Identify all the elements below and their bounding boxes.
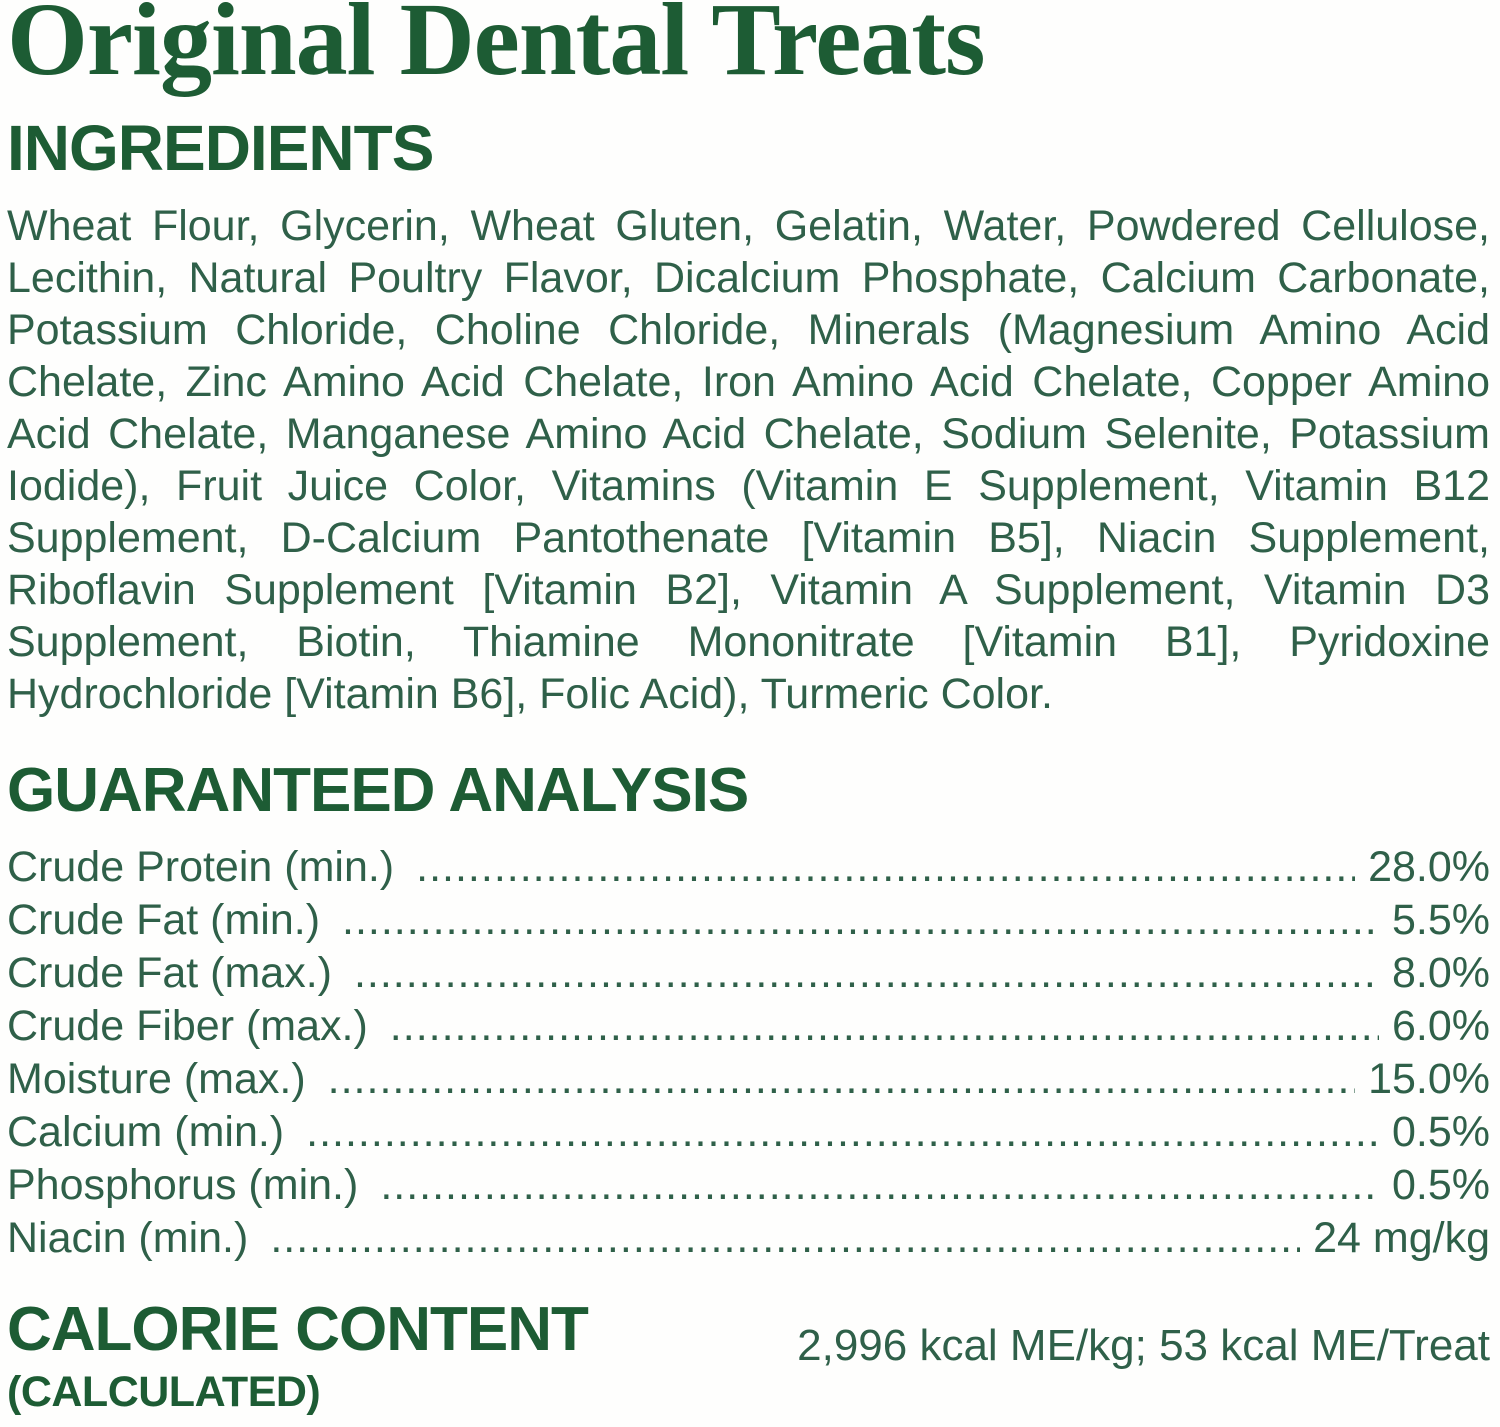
ingredients-line: Supplement, Biotin, Thiamine Mononitrate…: [7, 618, 1490, 666]
dot-leader: [306, 1106, 1379, 1159]
analysis-value: 6.0%: [1391, 1002, 1490, 1050]
analysis-label: Crude Fat (min.): [7, 896, 321, 944]
ingredients-line: Chelate, Zinc Amino Acid Chelate, Iron A…: [7, 358, 1490, 406]
guaranteed-analysis-table: Crude Protein (min.) 28.0% Crude Fat (mi…: [7, 841, 1490, 1265]
analysis-row: Crude Fat (min.) 5.5%: [7, 894, 1490, 947]
product-title: Original Dental Treats: [7, 0, 986, 97]
dot-leader: [354, 947, 1379, 1000]
dot-leader: [270, 1212, 1300, 1265]
calorie-heading-block: CALORIE CONTENT (CALCULATED): [7, 1295, 589, 1417]
ingredients-line: Supplement, D-Calcium Pantothenate [Vita…: [7, 514, 1490, 562]
ingredients-line: Riboflavin Supplement [Vitamin B2], Vita…: [7, 566, 1490, 614]
analysis-value: 28.0%: [1368, 843, 1490, 891]
analysis-value: 8.0%: [1391, 949, 1490, 997]
analysis-label: Crude Fiber (max.): [7, 1002, 368, 1050]
analysis-row: Phosphorus (min.) 0.5%: [7, 1159, 1490, 1212]
analysis-label: Moisture (max.): [7, 1055, 306, 1103]
dot-leader: [380, 1159, 1379, 1212]
analysis-label: Calcium (min.): [7, 1108, 285, 1156]
analysis-row: Calcium (min.) 0.5%: [7, 1106, 1490, 1159]
analysis-value: 0.5%: [1391, 1161, 1490, 1209]
ingredients-line: Lecithin, Natural Poultry Flavor, Dicalc…: [7, 254, 1490, 302]
ingredients-section: INGREDIENTS Wheat Flour, Glycerin, Wheat…: [7, 116, 1490, 720]
ingredients-heading: INGREDIENTS: [7, 112, 434, 184]
calorie-calculated-subheading: (CALCULATED): [7, 1368, 321, 1416]
analysis-label: Niacin (min.): [7, 1214, 249, 1262]
analysis-row: Crude Fiber (max.) 6.0%: [7, 1000, 1490, 1053]
guaranteed-analysis-section: GUARANTEED ANALYSIS Crude Protein (min.)…: [7, 760, 1490, 1265]
ingredients-line: Potassium Chloride, Choline Chloride, Mi…: [7, 306, 1490, 354]
calorie-content-value: 2,996 kcal ME/kg; 53 kcal ME/Treat: [797, 1321, 1490, 1370]
ingredients-line: Wheat Flour, Glycerin, Wheat Gluten, Gel…: [7, 202, 1490, 250]
analysis-label: Crude Fat (max.): [7, 949, 332, 997]
ingredients-line: Iodide), Fruit Juice Color, Vitamins (Vi…: [7, 462, 1490, 510]
analysis-value: 24 mg/kg: [1313, 1214, 1490, 1262]
analysis-label: Crude Protein (min.): [7, 843, 395, 891]
analysis-row: Crude Fat (max.) 8.0%: [7, 947, 1490, 1000]
analysis-value: 0.5%: [1391, 1108, 1490, 1156]
analysis-value: 5.5%: [1391, 896, 1490, 944]
analysis-row: Niacin (min.) 24 mg/kg: [7, 1212, 1490, 1265]
calorie-content-section: CALORIE CONTENT (CALCULATED) 2,996 kcal …: [7, 1299, 1490, 1417]
ingredients-text: Wheat Flour, Glycerin, Wheat Gluten, Gel…: [7, 200, 1490, 720]
dot-leader: [328, 1053, 1355, 1106]
dot-leader: [416, 841, 1355, 894]
ingredients-line: Hydrochloride [Vitamin B6], Folic Acid),…: [7, 670, 1053, 718]
dot-leader: [342, 894, 1379, 947]
analysis-label: Phosphorus (min.): [7, 1161, 359, 1209]
analysis-row: Crude Protein (min.) 28.0%: [7, 841, 1490, 894]
calorie-content-heading: CALORIE CONTENT: [7, 1295, 589, 1364]
analysis-row: Moisture (max.) 15.0%: [7, 1053, 1490, 1106]
ingredients-line: Acid Chelate, Manganese Amino Acid Chela…: [7, 410, 1490, 458]
dot-leader: [390, 1000, 1379, 1053]
guaranteed-analysis-heading: GUARANTEED ANALYSIS: [7, 756, 749, 825]
analysis-value: 15.0%: [1368, 1055, 1490, 1103]
